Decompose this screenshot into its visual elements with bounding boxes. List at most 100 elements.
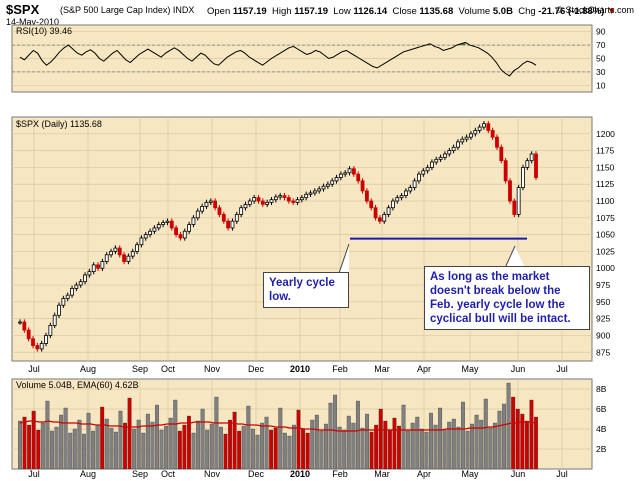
rsi-tick-label: 90 [596,27,606,37]
price-bar [503,160,508,182]
month-tick-label: Jul [556,364,568,374]
low-label: Low [333,6,351,17]
volume-bar [383,420,388,470]
price-bar [18,321,22,324]
volume-bar [255,434,260,470]
volume-bar [269,429,274,470]
down-arrow-icon: ▼ [606,6,617,17]
volume-bar [36,429,41,470]
month-tick-label: Feb [332,364,348,374]
volume-bar [77,419,82,470]
volume-bar [209,423,214,470]
volume-bar [511,396,516,470]
price-bar [399,195,404,199]
volume-bar [355,400,360,470]
volume-bar [292,424,296,470]
month-tick-label: Feb [332,469,348,479]
price-bar [104,254,109,262]
price-bar [91,264,96,273]
price-bar [299,197,304,201]
volume-tick-label: 2B [596,444,607,454]
price-bar [165,220,170,223]
price-bar [347,168,352,174]
price-bar [529,153,534,162]
volume-bar [433,424,438,470]
rsi-title: RSI(10) 39.46 [16,26,72,36]
price-bar [373,207,378,219]
price-bar [139,237,144,246]
volume-bar [95,424,100,470]
volume-bar [273,427,278,470]
price-bar [31,338,35,346]
volume-bar [136,419,141,470]
price-bar [117,247,122,256]
volume-bar [246,405,251,470]
volume-bar [123,422,127,470]
price-bar [269,199,274,203]
volume-bar [113,431,118,470]
price-bar [499,146,504,162]
price-bar [39,343,44,350]
price-bar [22,321,27,331]
price-bar [295,199,300,203]
month-tick-label: Nov [204,469,221,479]
volume-bar [264,416,269,470]
price-tick-label: 1050 [596,230,615,240]
volume-bar [429,412,433,470]
volume-bar [250,428,255,470]
price-bar [195,210,200,219]
price-series [18,121,538,352]
volume-bar [196,420,201,470]
price-bar [377,217,382,222]
price-bar [364,190,369,202]
price-bar [334,177,339,182]
volume-bar [447,421,452,470]
price-bar [204,201,209,207]
price-bar [113,247,118,252]
month-tick-label: Jul [556,469,568,479]
price-bar [286,197,291,202]
volume-bar [159,429,164,470]
volume-bar [27,424,32,470]
price-bar [464,136,469,140]
price-bar [65,294,70,299]
volume-bar [351,422,356,470]
price-bar [243,203,248,209]
price-bar [78,281,83,286]
price-bar [521,167,525,188]
volume-bar [232,411,237,470]
volume-series [18,382,538,470]
price-bar [187,224,192,232]
cyclical-bull-callout: As long as the market doesn't break belo… [424,266,590,330]
price-bar [143,234,148,239]
volume-bar [438,407,443,470]
price-bar [191,217,196,225]
volume-bar [305,432,310,470]
rsi-tick-label: 50 [596,54,606,64]
volume-tick-label: 8B [596,384,607,394]
price-bar [508,180,512,202]
price-tick-label: 1100 [596,196,615,206]
price-bar [252,197,257,202]
price-bar [482,123,486,128]
index-name: (S&P 500 Large Cap Index) INDX [60,5,195,15]
volume-bar [296,409,301,470]
volume-bar [155,404,159,470]
price-bar [148,230,152,236]
price-bar [182,230,187,239]
price-bar [122,254,126,262]
price-bar [417,173,421,182]
month-tick-label: 2010 [290,469,310,479]
month-tick-label: Sep [132,364,148,374]
price-bar [100,261,105,269]
volume-bar [460,401,465,470]
low-value: 1126.14 [353,6,388,17]
volume-bar [173,399,178,470]
price-tick-label: 975 [596,280,610,290]
volume-bar [100,406,105,470]
volume-bar [218,426,223,470]
price-bar [425,167,430,172]
ticker-symbol: $SPX [6,2,40,17]
volume-bar [164,425,169,470]
volume-ema-line [19,420,537,432]
